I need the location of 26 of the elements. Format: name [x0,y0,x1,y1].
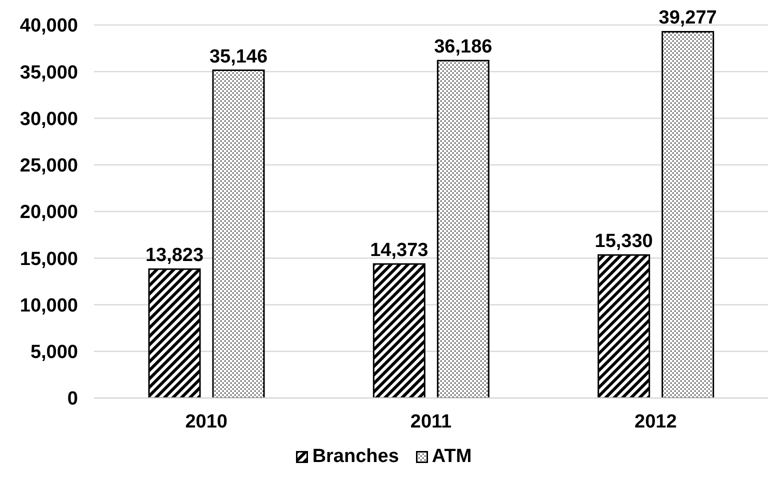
legend-label: ATM [432,446,472,468]
data-label: 13,823 [145,245,204,266]
x-tick-label: 2011 [410,411,452,432]
y-tick-label: 20,000 [20,202,78,224]
y-tick-label: 0 [67,388,78,410]
bar [662,30,714,398]
x-tick-label: 2012 [634,411,677,432]
y-tick-label: 40,000 [20,16,78,37]
data-label: 15,330 [594,231,653,252]
bar [372,263,426,398]
data-label: 14,373 [370,240,428,261]
y-tick-label: 35,000 [20,62,78,84]
data-label: 36,186 [434,36,492,58]
data-label: 39,277 [658,8,717,29]
x-tick-label: 2010 [185,411,228,432]
bar [212,70,265,398]
y-tick-label: 30,000 [20,108,78,130]
legend-label: Branches [312,446,399,468]
y-tick-label: 15,000 [20,248,78,270]
y-tick-label: 5,000 [30,342,78,364]
y-tick-label: 25,000 [20,156,78,177]
bar [598,254,650,398]
data-label: 35,146 [209,46,268,68]
bar [148,268,201,398]
y-tick-label: 10,000 [20,295,78,316]
bar [436,60,490,398]
